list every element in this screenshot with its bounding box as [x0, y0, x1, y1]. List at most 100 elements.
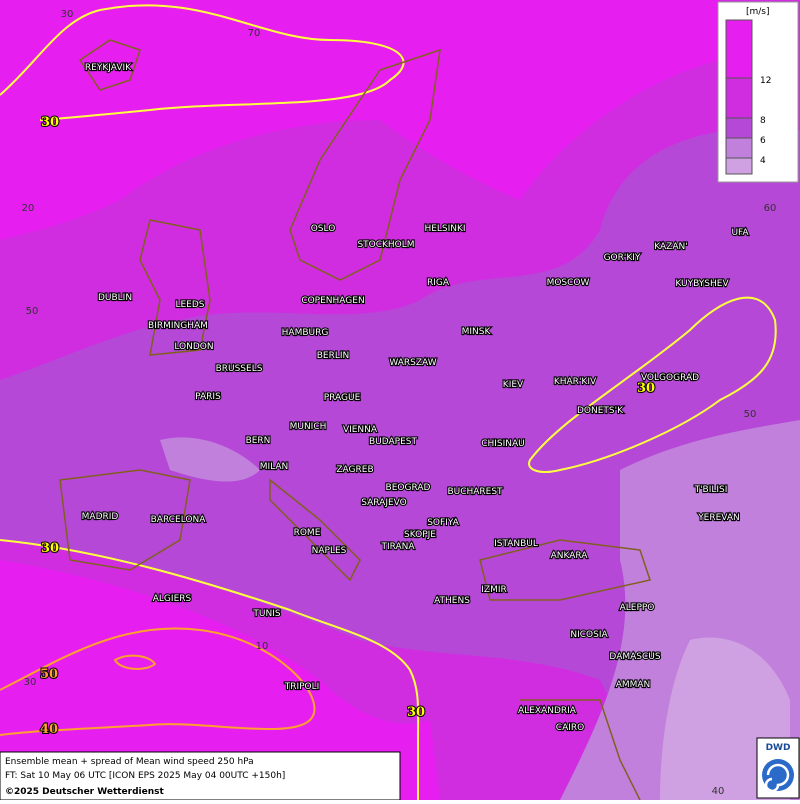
city-label: UFA: [731, 228, 749, 238]
city-label: SARAJEVO: [361, 498, 407, 508]
coastline: [479, 539, 651, 601]
legend: [m/s]: [717, 1, 799, 183]
city-label: BARCELONA: [151, 515, 207, 525]
contour-line: [0, 627, 316, 736]
city-label: MUNICH: [290, 422, 327, 432]
caption-line: FT: Sat 10 May 06 UTC [ICON EPS 2025 May…: [5, 771, 285, 781]
contour-label: 40: [40, 722, 58, 737]
contour-label: 50: [40, 667, 58, 682]
logo-swirl: [764, 763, 790, 793]
city-label: BIRMINGHAM: [148, 321, 208, 331]
coastline: [520, 699, 641, 801]
city-label: MOSCOW: [547, 278, 590, 288]
city-label: VIENNA: [343, 425, 378, 435]
logo: DWD: [756, 737, 800, 799]
city-label: PRAGUE: [324, 393, 361, 403]
logo-icon: [762, 759, 794, 791]
contours: [0, 4, 777, 800]
contour-label: 30: [407, 705, 425, 720]
contour-label: 30: [41, 541, 59, 556]
city-label: LEEDS: [175, 300, 204, 310]
city-label: YEREVAN: [697, 513, 740, 523]
graticule-label: 10: [256, 641, 269, 652]
city-label: AMMAN: [616, 680, 651, 690]
city-label: BERLIN: [317, 351, 350, 361]
graticule-label: 70: [248, 28, 261, 39]
legend-swatch: [725, 77, 753, 119]
city-label: ZAGREB: [336, 465, 373, 475]
city-label: HAMBURG: [282, 328, 329, 338]
city-label: ANKARA: [551, 551, 589, 561]
city-label: REYKJAVIK: [85, 63, 132, 73]
city-label: STOCKHOLM: [357, 240, 414, 250]
city-label: KAZAN': [654, 242, 687, 252]
coastline: [289, 48, 441, 281]
coastline: [139, 219, 211, 356]
city-label: ROME: [294, 528, 321, 538]
city-label: ALEPPO: [620, 603, 655, 613]
caption-box: [0, 751, 401, 801]
city-label: BEOGRAD: [386, 483, 431, 493]
contour-label: 30: [637, 381, 655, 396]
city-label: IZMIR: [481, 585, 507, 595]
contour-line: [0, 4, 405, 121]
city-label: BUDAPEST: [369, 437, 418, 447]
city-label: VOLGOGRAD: [641, 373, 699, 383]
city-label: LONDON: [174, 342, 213, 352]
city-label: RIGA: [427, 278, 450, 288]
contour-line: [113, 654, 157, 670]
city-label: TRIPOLI: [284, 682, 320, 692]
city-label: COPENHAGEN: [301, 296, 364, 306]
graticule-label: 20: [22, 203, 35, 214]
graticule-label: 60: [764, 203, 777, 214]
city-label: TUNIS: [252, 609, 280, 619]
coastlines: [59, 39, 651, 801]
legend-swatch: [725, 19, 753, 79]
city-label: BERN: [246, 436, 271, 446]
city-label: PARIS: [195, 392, 221, 402]
city-label: MILAN: [260, 462, 289, 472]
graticule-label: 50: [744, 409, 757, 420]
coastline: [59, 469, 191, 571]
contour-line: [528, 296, 777, 473]
city-label: ALGIERS: [153, 594, 192, 604]
city-label: ATHENS: [434, 596, 470, 606]
city-label: DAMASCUS: [609, 652, 660, 662]
city-label: OSLO: [311, 224, 336, 234]
caption: Ensemble mean + spread of Mean wind spee…: [0, 751, 401, 801]
city-label: CAIRO: [556, 723, 584, 733]
city-label: KIEV: [503, 380, 524, 390]
city-label: DONETS'K: [577, 406, 624, 416]
city-label: MINSK: [462, 327, 492, 337]
city-label: BUCHAREST: [447, 487, 503, 497]
city-label: NICOSIA: [570, 630, 608, 640]
city-label: HELSINKI: [424, 224, 465, 234]
city-label: ALEXANDRIA: [518, 706, 577, 716]
caption-line: Ensemble mean + spread of Mean wind spee…: [5, 757, 254, 767]
city-label: DUBLIN: [98, 293, 132, 303]
city-label: BRUSSELS: [216, 364, 263, 374]
legend-swatch: [725, 137, 753, 159]
graticule-label: 50: [26, 306, 39, 317]
city-label: ISTANBUL: [494, 539, 538, 549]
legend-unit: [m/s]: [746, 7, 770, 17]
contours: [0, 627, 316, 736]
caption-line: ©2025 Deutscher Wetterdienst: [5, 787, 164, 797]
city-label: T'BILISI: [694, 485, 728, 495]
city-label: SOFIYA: [427, 518, 459, 528]
graticule-label: 30: [24, 677, 37, 688]
city-label: TIRANA: [380, 542, 415, 552]
contour-line: [0, 539, 420, 800]
coastline: [269, 478, 361, 582]
legend-swatch: [725, 157, 753, 175]
city-label: KHAR'KIV: [554, 377, 597, 387]
legend-swatch: [725, 117, 753, 139]
legend-label: 6: [760, 136, 766, 146]
legend-label: 4: [760, 156, 766, 166]
city-label: WARSZAW: [389, 358, 436, 368]
city-label: GOR'KIY: [604, 253, 641, 263]
legend-label: 8: [760, 116, 766, 126]
graticule-label: 40: [712, 786, 725, 797]
city-label: NAPLES: [312, 546, 347, 556]
